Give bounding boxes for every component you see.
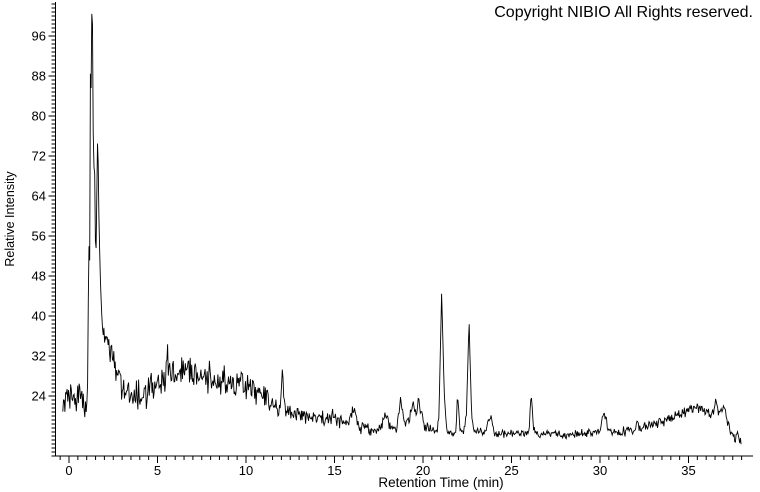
x-tick-label: 35 xyxy=(681,463,695,478)
x-axis-title: Retention Time (min) xyxy=(378,475,503,490)
x-tick-label: 5 xyxy=(154,463,161,478)
y-tick-label: 24 xyxy=(32,389,46,404)
chromatogram-trace xyxy=(62,13,742,445)
copyright-notice: Copyright NIBIO All Rights reserved. xyxy=(494,4,753,21)
axis-ticks: 24 32 40 48 56 64 72 80 88 96 0 5 10 15 20 25 30 35 xyxy=(32,3,743,478)
x-tick-label: 10 xyxy=(239,463,253,478)
y-tick-label: 40 xyxy=(32,309,46,324)
y-tick-label: 56 xyxy=(32,229,46,244)
x-tick-label: 0 xyxy=(65,463,72,478)
y-tick-label: 48 xyxy=(32,269,46,284)
y-tick-label: 64 xyxy=(32,189,46,204)
x-tick-label: 20 xyxy=(416,463,430,478)
y-axis-title: Relative Intensity xyxy=(3,171,17,267)
y-tick-label: 80 xyxy=(32,109,46,124)
x-tick-label: 25 xyxy=(504,463,518,478)
x-tick-label: 15 xyxy=(327,463,341,478)
y-tick-label: 32 xyxy=(32,349,46,364)
y-tick-label: 72 xyxy=(32,149,46,164)
chromatogram-trace xyxy=(62,13,742,445)
y-tick-label: 96 xyxy=(32,29,46,44)
y-tick-label: 88 xyxy=(32,69,46,84)
x-tick-label: 30 xyxy=(593,463,607,478)
